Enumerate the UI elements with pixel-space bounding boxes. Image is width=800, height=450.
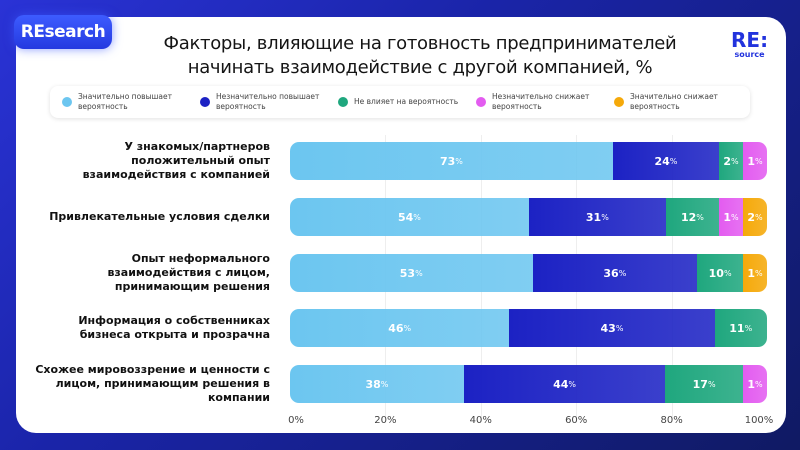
bar-segment: 36% bbox=[532, 254, 698, 292]
segment-unit: % bbox=[380, 379, 389, 389]
segment-value: 44 bbox=[553, 377, 569, 391]
bar-segment: 53% bbox=[290, 254, 533, 292]
legend-label: Не влияет на вероятность bbox=[354, 97, 459, 106]
segment-value: 73 bbox=[439, 154, 456, 168]
research-badge: REsearch bbox=[14, 15, 112, 49]
logo-re: RE: bbox=[731, 28, 769, 52]
category-label: Опыт неформального взаимодействия с лицо… bbox=[107, 252, 270, 293]
bar-segment: 38% bbox=[290, 365, 464, 403]
bar-segment: 46% bbox=[290, 309, 510, 347]
category-label: Информация о собственниках бизнеса откры… bbox=[78, 314, 270, 341]
legend-item: Незначительно повышает вероятность bbox=[200, 92, 328, 112]
segment-unit: % bbox=[754, 212, 763, 222]
x-tick-label: 60% bbox=[565, 415, 588, 426]
legend-label: Значительно снижает вероятность bbox=[630, 92, 718, 111]
stacked-bar: 54% 31% 12% 1% 2% bbox=[290, 198, 767, 236]
resource-logo: RE: source bbox=[731, 30, 768, 59]
segment-value: 1 bbox=[723, 210, 731, 224]
bar-segment: 2% bbox=[742, 198, 767, 236]
stacked-bar: 53% 36% 10% 1% bbox=[290, 254, 767, 292]
segment-unit: % bbox=[413, 212, 421, 222]
bar-segment: 2% bbox=[718, 142, 743, 180]
legend-label: Значительно повышает вероятность bbox=[78, 92, 172, 111]
bar-segment: 1% bbox=[742, 254, 767, 292]
segment-unit: % bbox=[601, 212, 609, 222]
segment-unit: % bbox=[455, 156, 463, 166]
category-label: Схожее мировоззрение и ценности с лицом,… bbox=[35, 363, 270, 404]
segment-value: 11 bbox=[729, 321, 745, 335]
segment-unit: % bbox=[744, 323, 753, 333]
segment-value: 53 bbox=[399, 266, 416, 280]
bar-segment: 43% bbox=[509, 309, 715, 347]
segment-value: 38 bbox=[365, 377, 381, 391]
logo-source: source bbox=[734, 50, 765, 59]
legend-item: Незначительно снижает вероятность bbox=[476, 92, 604, 112]
segment-value: 43 bbox=[600, 321, 616, 335]
legend-marker bbox=[200, 97, 210, 107]
legend-label: Незначительно снижает вероятность bbox=[492, 92, 590, 111]
segment-value: 1 bbox=[747, 154, 755, 168]
x-tick-label: 0% bbox=[288, 415, 304, 426]
segment-unit: % bbox=[755, 156, 763, 166]
segment-unit: % bbox=[618, 268, 627, 278]
legend: Значительно повышает вероятность Незначит… bbox=[50, 86, 750, 118]
bar-segment: 1% bbox=[742, 365, 767, 403]
segment-value: 54 bbox=[397, 210, 414, 224]
x-tick-label: 20% bbox=[374, 415, 397, 426]
legend-item: Не влияет на вероятность bbox=[338, 97, 466, 107]
segment-unit: % bbox=[403, 323, 412, 333]
segment-unit: % bbox=[696, 212, 704, 222]
bar-segment: 24% bbox=[612, 142, 719, 180]
legend-item: Значительно повышает вероятность bbox=[62, 92, 190, 112]
segment-unit: % bbox=[754, 268, 763, 278]
category-label: Привлекательные условия сделки bbox=[49, 210, 270, 223]
segment-unit: % bbox=[707, 379, 716, 389]
bar-segment: 1% bbox=[718, 198, 743, 236]
bar-segment: 11% bbox=[714, 309, 767, 347]
segment-unit: % bbox=[723, 268, 732, 278]
segment-unit: % bbox=[568, 379, 576, 389]
segment-unit: % bbox=[415, 268, 423, 278]
segment-value: 24 bbox=[654, 154, 670, 168]
legend-marker bbox=[338, 97, 348, 107]
legend-marker bbox=[476, 97, 486, 107]
segment-value: 12 bbox=[680, 210, 697, 224]
legend-marker bbox=[614, 97, 624, 107]
x-tick-label: 80% bbox=[660, 415, 683, 426]
category-label: У знакомых/партнеров положительный опыт … bbox=[82, 140, 270, 181]
bar-segment: 73% bbox=[290, 142, 613, 180]
segment-value: 46 bbox=[388, 321, 404, 335]
segment-unit: % bbox=[615, 323, 624, 333]
segment-value: 31 bbox=[585, 210, 602, 224]
segment-unit: % bbox=[731, 156, 739, 166]
x-tick-label: 40% bbox=[469, 415, 492, 426]
legend-marker bbox=[62, 97, 72, 107]
bar-segment: 1% bbox=[742, 142, 767, 180]
segment-value: 36 bbox=[603, 266, 619, 280]
chart-title: Факторы, влияющие на готовность предприн… bbox=[163, 33, 677, 78]
bar-segment: 10% bbox=[697, 254, 743, 292]
segment-unit: % bbox=[755, 379, 763, 389]
plot-area: 73% 24% 2% 1% 54% 31% 12% 1% 2% 53% 36% 10% 1% 46% 43%… bbox=[290, 135, 767, 417]
segment-unit: % bbox=[730, 212, 739, 222]
stacked-bar: 73% 24% 2% 1% bbox=[290, 142, 767, 180]
segment-value: 2 bbox=[723, 154, 731, 168]
bar-segment: 17% bbox=[665, 365, 743, 403]
stacked-bar: 38% 44% 17% 1% bbox=[290, 365, 767, 403]
legend-item: Значительно снижает вероятность bbox=[614, 92, 742, 112]
segment-value: 17 bbox=[692, 377, 708, 391]
bar-segment: 31% bbox=[528, 198, 666, 236]
legend-label: Незначительно повышает вероятность bbox=[216, 92, 320, 111]
segment-value: 10 bbox=[708, 266, 724, 280]
bar-segment: 44% bbox=[463, 365, 666, 403]
x-tick-label: 100% bbox=[744, 415, 774, 426]
bar-segment: 12% bbox=[665, 198, 719, 236]
bar-segment: 54% bbox=[290, 198, 529, 236]
stacked-bar: 46% 43% 11% bbox=[290, 309, 767, 347]
segment-value: 1 bbox=[747, 266, 755, 280]
segment-value: 2 bbox=[747, 210, 755, 224]
segment-value: 1 bbox=[747, 377, 755, 391]
segment-unit: % bbox=[669, 156, 678, 166]
